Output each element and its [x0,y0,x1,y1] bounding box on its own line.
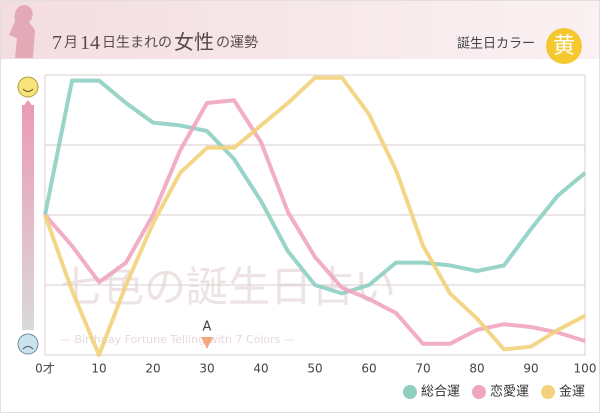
series-line [43,75,586,357]
series-line [43,98,586,346]
x-tick-label: 50 [307,362,322,376]
x-tick-label: 80 [469,362,484,376]
legend-swatch [402,385,417,399]
sad-icon [17,333,39,355]
legend-label: 金運 [559,384,585,400]
series-line [43,78,587,296]
mood-bar [22,105,34,330]
color-badge [546,28,582,64]
x-tick-label: 10 [91,362,106,376]
title-part: 14 [80,32,100,54]
happy-mouth [22,88,34,92]
legend-swatch [540,385,555,399]
title: 7 月 14 日生まれの 女性 の運勢 [52,31,258,54]
title-part: 女性 [174,31,214,54]
mood-arrow [22,100,34,108]
title-part: 日生まれの [102,35,172,51]
sad-mouth [22,346,34,350]
title-part: 7 [52,32,62,54]
title-part: の運勢 [216,35,258,51]
header-bg [1,1,599,59]
happy-icon [17,76,39,98]
title-part: 月 [64,35,78,51]
color-name: 黄 [553,34,575,59]
legend-swatch [471,385,486,399]
annotation-label: A [203,320,212,335]
legend-label: 総合運 [421,385,460,400]
annotation-marker [201,337,213,349]
x-tick-label: 0才 [35,362,55,376]
color-label: 誕生日カラー [457,37,535,52]
x-tick-label: 70 [415,362,430,376]
x-tick-label: 100 [574,362,597,376]
x-tick-label: 60 [361,362,376,376]
silhouette [9,5,35,59]
watermark-sub: — Birthday Fortune Telling with 7 Colors… [60,333,295,346]
x-tick-label: 20 [145,362,160,376]
watermark: 七色の誕生日占い [60,266,396,312]
x-tick-label: 30 [199,362,214,376]
x-tick-label: 90 [523,362,538,376]
legend-label: 恋愛運 [490,384,529,400]
x-tick-label: 40 [253,362,268,376]
